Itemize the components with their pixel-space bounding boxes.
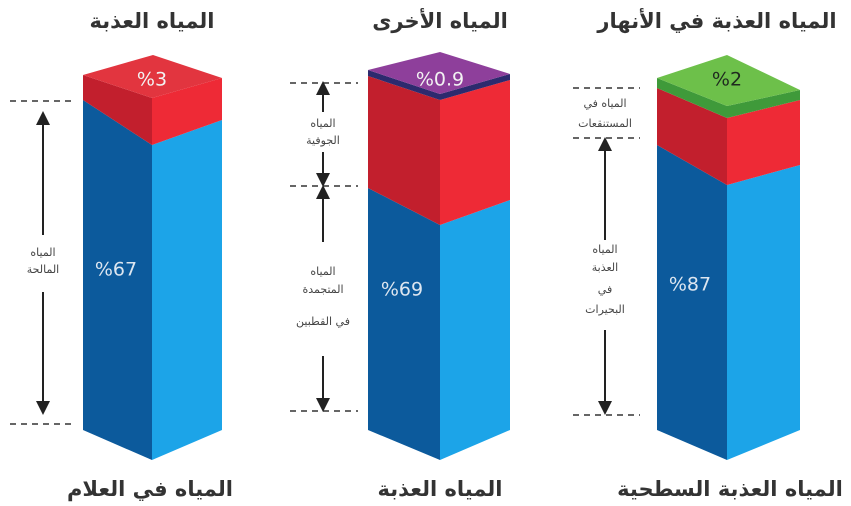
title: المياه العذبة <box>89 9 214 33</box>
side-label: المياه في <box>583 97 626 110</box>
top-label: %0.9 <box>416 69 464 91</box>
face <box>83 75 152 145</box>
face <box>657 145 727 460</box>
top-label: %3 <box>137 69 167 91</box>
side-label: في <box>598 283 612 296</box>
column-salt: %3 %67 المياه المالحة المياه العذبة المي… <box>10 9 233 501</box>
bottom-label: المياه في العلام <box>67 477 233 501</box>
top-label: %2 <box>712 69 742 91</box>
side-label: المياه <box>310 117 335 130</box>
title: المياه الأخرى <box>372 7 508 33</box>
face <box>152 120 222 460</box>
column-surface: %2 %87 المياه في المستنقعات المياه العذب… <box>573 7 843 501</box>
band <box>368 70 510 100</box>
side-label: المستنقعات <box>578 117 632 130</box>
top-face <box>368 52 510 94</box>
face <box>727 100 800 185</box>
side-label: في القطبين <box>296 315 350 328</box>
side-label: المياه <box>592 243 617 256</box>
main-label: %69 <box>381 279 423 301</box>
face <box>83 100 152 460</box>
side-label: المياه <box>310 265 335 278</box>
face <box>727 165 800 460</box>
top-face <box>657 55 800 106</box>
bottom-label: المياه العذبة <box>377 477 502 501</box>
title: المياه العذبة في الأنهار <box>596 7 836 33</box>
side-label: الجوفية <box>306 134 340 147</box>
face <box>440 80 510 225</box>
side-label: المالحة <box>27 263 59 276</box>
top-face <box>83 55 222 98</box>
column-fresh: %0.9 %69 المياه الجوفية المياه المتجمدة … <box>290 7 510 501</box>
side-label: العذبة <box>592 261 618 274</box>
side-label: البحيرات <box>585 303 625 316</box>
face <box>152 78 222 145</box>
face <box>368 188 440 460</box>
side-label: المياه <box>30 246 55 259</box>
side-label: المتجمدة <box>302 283 343 296</box>
bottom-label: المياه العذبة السطحية <box>617 477 843 501</box>
face <box>657 88 727 185</box>
face <box>368 76 440 225</box>
main-label: %67 <box>95 259 137 281</box>
main-label: %87 <box>669 274 711 296</box>
band <box>657 78 800 118</box>
face <box>440 200 510 460</box>
